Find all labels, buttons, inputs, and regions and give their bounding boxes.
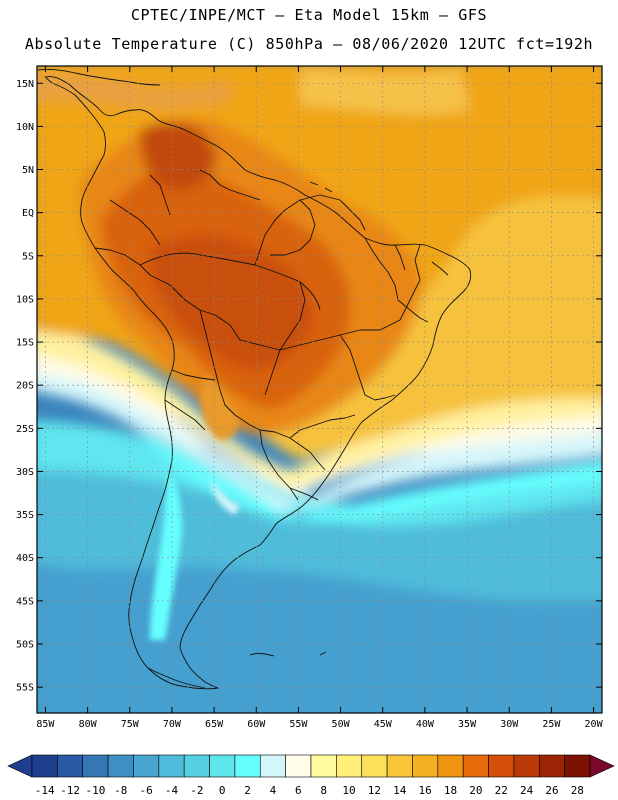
lat-label: 30S — [16, 467, 34, 478]
axis-ticks: 15N 10N 5N EQ 5S 10S 15S 20S 25S 30S 35S 40S 45S 50S 5… — [16, 66, 604, 730]
lon-label: 80W — [79, 719, 98, 730]
map-frame — [36, 65, 603, 714]
lat-label: 50S — [16, 639, 34, 650]
colorbar-swatch — [361, 754, 388, 778]
colorbar-label: 0 — [219, 784, 226, 797]
lon-label: 60W — [247, 719, 266, 730]
lon-label: 70W — [163, 719, 182, 730]
colorbar-swatch — [31, 754, 58, 778]
lon-label: 35W — [458, 719, 477, 730]
lon-label: 85W — [36, 719, 55, 730]
colorbar-label: 4 — [270, 784, 277, 797]
colorbar-swatch — [285, 754, 312, 778]
colorbar-swatch — [234, 754, 261, 778]
colorbar-under-arrow — [7, 754, 33, 778]
colorbar-swatch — [462, 754, 489, 778]
lat-label: 20S — [16, 381, 34, 392]
colorbar-label: 26 — [545, 784, 558, 797]
graticule — [37, 66, 602, 713]
lon-label: 50W — [332, 719, 351, 730]
colorbar-swatch — [82, 754, 109, 778]
chart-title-line2: Absolute Temperature (C) 850hPa – 08/06/… — [24, 35, 594, 53]
colorbar-swatch — [336, 754, 363, 778]
temperature-field — [37, 66, 602, 713]
colorbar-label: 14 — [393, 784, 407, 797]
lon-label: 25W — [542, 719, 561, 730]
colorbar-label: -12 — [60, 784, 80, 797]
colorbar-label: 8 — [320, 784, 327, 797]
colorbar-label: 2 — [244, 784, 251, 797]
lat-label: 5S — [22, 251, 34, 262]
colorbar-label: 12 — [368, 784, 381, 797]
colorbar-swatch — [259, 754, 286, 778]
colorbar-swatch — [57, 754, 84, 778]
colorbar-swatch — [310, 754, 337, 778]
chart-title-line1: CPTEC/INPE/MCT – Eta Model 15km – GFS — [130, 6, 488, 24]
lon-label: 65W — [205, 719, 224, 730]
colorbar-label: 16 — [419, 784, 432, 797]
lon-label: 20W — [585, 719, 604, 730]
colorbar-swatch — [513, 754, 540, 778]
colorbar-swatch — [437, 754, 464, 778]
colorbar-label: -2 — [190, 784, 203, 797]
colorbar-swatch — [183, 754, 210, 778]
lat-label: 15S — [16, 338, 34, 349]
colorbar-swatch — [209, 754, 236, 778]
colorbar-over-arrow — [589, 754, 615, 778]
colorbar-swatch — [158, 754, 185, 778]
lat-label: 35S — [16, 510, 34, 521]
colorbar-swatch — [133, 754, 160, 778]
colorbar-label: 6 — [295, 784, 302, 797]
colorbar-swatch — [107, 754, 134, 778]
lat-label: 10S — [16, 294, 34, 305]
colorbar-label: 28 — [571, 784, 584, 797]
lon-label: 40W — [416, 719, 435, 730]
colorbar-swatch — [386, 754, 413, 778]
lon-label: 45W — [374, 719, 393, 730]
lat-label: 45S — [16, 596, 34, 607]
colorbar-swatch — [564, 754, 591, 778]
lat-label: 25S — [16, 424, 34, 435]
land-outlines — [37, 69, 472, 690]
colorbar-swatch — [412, 754, 439, 778]
lat-label: 55S — [16, 683, 34, 694]
lon-label: 30W — [500, 719, 519, 730]
lon-label: 75W — [121, 719, 140, 730]
colorbar-label: -6 — [140, 784, 153, 797]
colorbar-label: 22 — [495, 784, 508, 797]
lon-label: 55W — [289, 719, 308, 730]
colorbar-label: -8 — [114, 784, 127, 797]
lat-label: EQ — [22, 208, 34, 219]
colorbar-swatch — [488, 754, 515, 778]
colorbar-label: 18 — [444, 784, 457, 797]
colorbar-label: -14 — [35, 784, 55, 797]
colorbar-label: -4 — [165, 784, 179, 797]
colorbar: -14 -12 -10 -8 -6 -4 -2 0 2 4 6 8 10 12 14 16 18 20 22 24 26… — [7, 754, 615, 797]
lat-label: 15N — [16, 79, 34, 90]
colorbar-label: -10 — [85, 784, 105, 797]
colorbar-label: 24 — [520, 784, 534, 797]
lat-label: 5N — [22, 165, 34, 176]
colorbar-label: 20 — [469, 784, 482, 797]
colorbar-swatch — [538, 754, 565, 778]
lat-label: 40S — [16, 553, 34, 564]
lat-label: 10N — [16, 122, 34, 133]
colorbar-label: 10 — [342, 784, 355, 797]
